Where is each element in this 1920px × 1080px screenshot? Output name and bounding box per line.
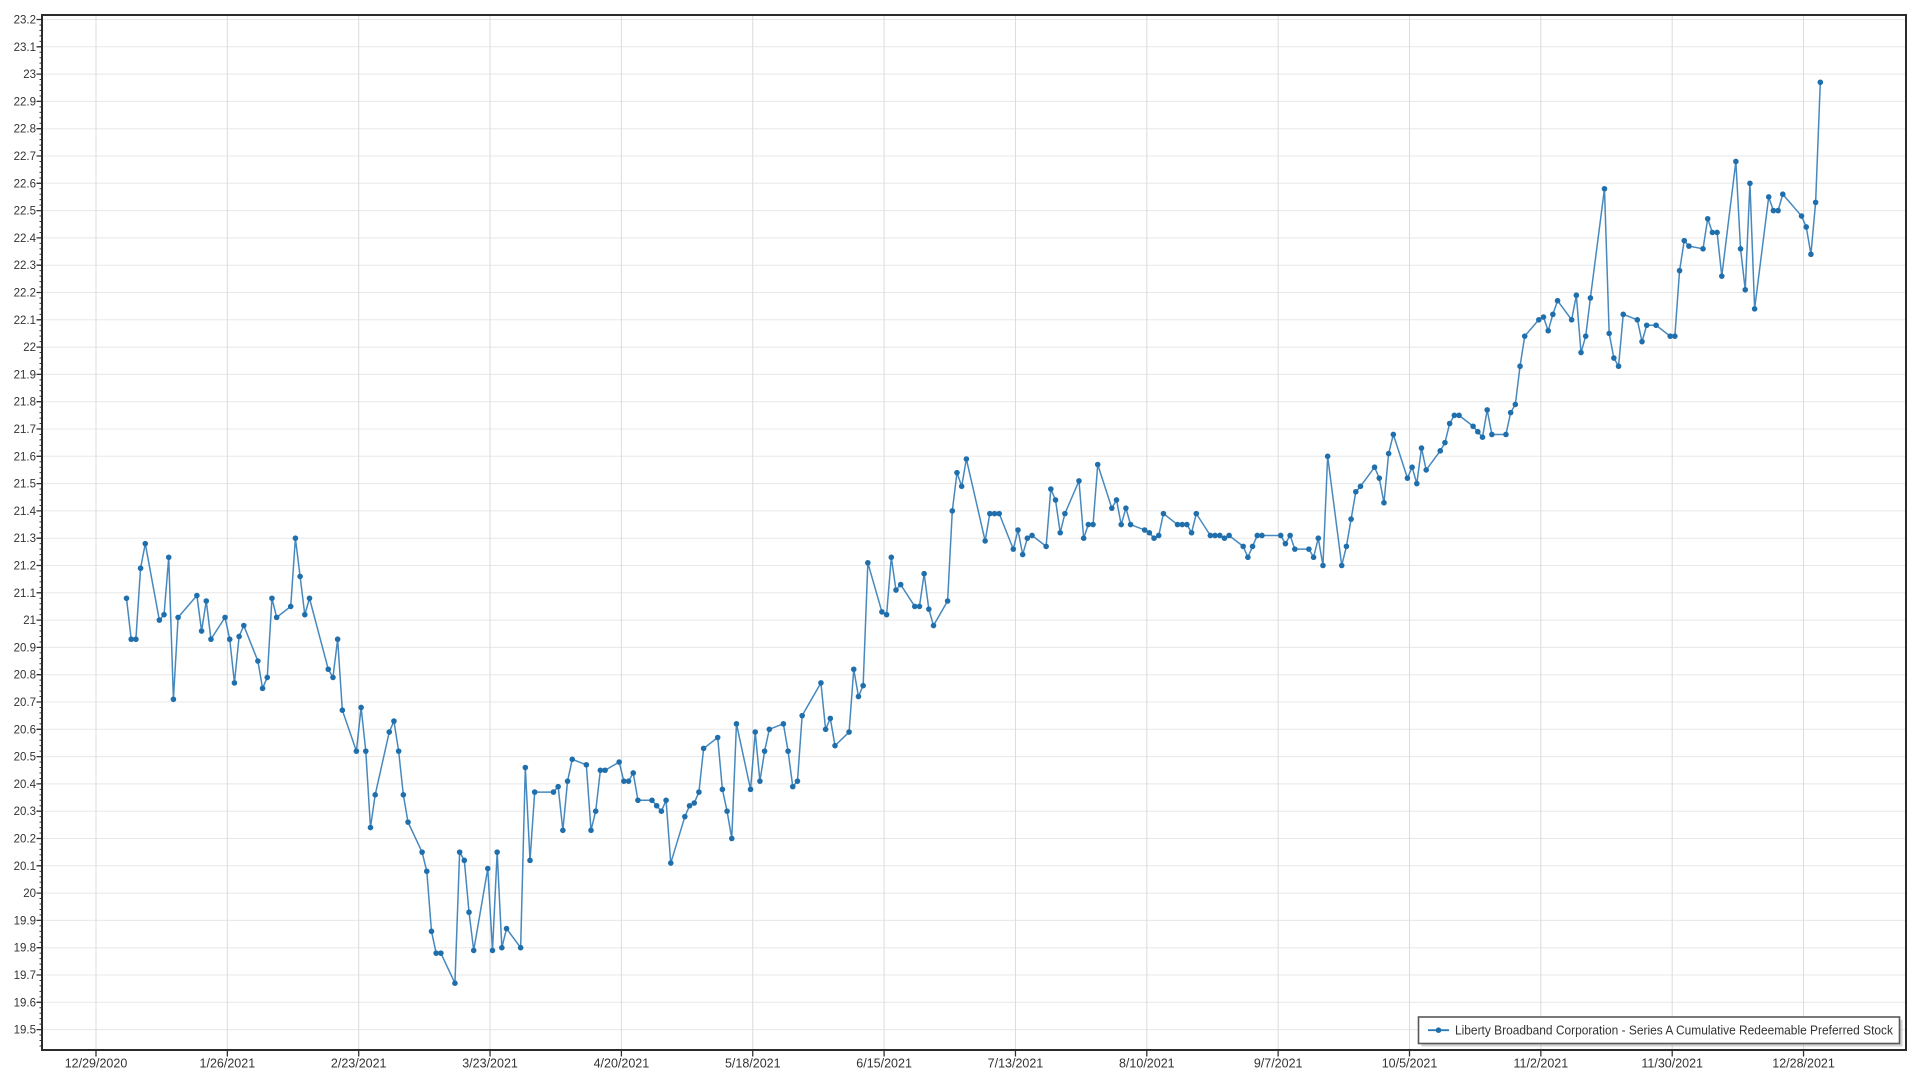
- svg-text:19.6: 19.6: [14, 997, 36, 1009]
- svg-text:19.7: 19.7: [14, 970, 36, 982]
- svg-text:5/18/2021: 5/18/2021: [725, 1057, 781, 1071]
- svg-text:6/15/2021: 6/15/2021: [856, 1057, 912, 1071]
- svg-text:20.8: 20.8: [14, 670, 36, 682]
- svg-text:12/28/2021: 12/28/2021: [1772, 1057, 1835, 1071]
- svg-text:20.1: 20.1: [14, 861, 36, 873]
- svg-text:21.7: 21.7: [14, 424, 36, 436]
- svg-text:22.2: 22.2: [14, 288, 36, 300]
- svg-text:23.1: 23.1: [14, 42, 36, 54]
- svg-text:20.3: 20.3: [14, 806, 36, 818]
- svg-text:2/23/2021: 2/23/2021: [331, 1057, 387, 1071]
- svg-text:19.9: 19.9: [14, 915, 36, 927]
- svg-text:21.8: 21.8: [14, 397, 36, 409]
- svg-text:22.3: 22.3: [14, 260, 36, 272]
- svg-text:22.8: 22.8: [14, 124, 36, 136]
- svg-text:20.7: 20.7: [14, 697, 36, 709]
- svg-text:20.6: 20.6: [14, 724, 36, 736]
- svg-text:7/13/2021: 7/13/2021: [988, 1057, 1044, 1071]
- svg-text:22.5: 22.5: [14, 206, 36, 218]
- svg-text:23: 23: [23, 69, 36, 81]
- svg-text:10/5/2021: 10/5/2021: [1382, 1057, 1438, 1071]
- svg-text:21: 21: [23, 615, 36, 627]
- svg-text:20.4: 20.4: [14, 779, 37, 791]
- svg-text:22: 22: [23, 342, 36, 354]
- svg-text:3/23/2021: 3/23/2021: [462, 1057, 518, 1071]
- svg-text:22.7: 22.7: [14, 151, 36, 163]
- svg-text:20: 20: [23, 888, 36, 900]
- svg-text:19.5: 19.5: [14, 1025, 36, 1037]
- svg-text:21.2: 21.2: [14, 561, 36, 573]
- svg-text:20.9: 20.9: [14, 642, 36, 654]
- svg-text:12/29/2020: 12/29/2020: [65, 1057, 128, 1071]
- svg-text:22.4: 22.4: [14, 233, 37, 245]
- svg-text:23.2: 23.2: [14, 15, 36, 27]
- svg-text:20.2: 20.2: [14, 834, 36, 846]
- svg-text:22.1: 22.1: [14, 315, 36, 327]
- svg-text:21.3: 21.3: [14, 533, 36, 545]
- svg-text:21.4: 21.4: [14, 506, 37, 518]
- svg-text:21.6: 21.6: [14, 451, 36, 463]
- svg-text:8/10/2021: 8/10/2021: [1119, 1057, 1175, 1071]
- svg-text:21.9: 21.9: [14, 369, 36, 381]
- svg-text:1/26/2021: 1/26/2021: [200, 1057, 256, 1071]
- svg-text:22.9: 22.9: [14, 96, 36, 108]
- svg-text:21.5: 21.5: [14, 479, 36, 491]
- svg-text:11/30/2021: 11/30/2021: [1641, 1057, 1703, 1071]
- svg-text:19.8: 19.8: [14, 943, 36, 955]
- svg-text:4/20/2021: 4/20/2021: [594, 1057, 650, 1071]
- svg-text:21.1: 21.1: [14, 588, 36, 600]
- svg-text:9/7/2021: 9/7/2021: [1254, 1057, 1303, 1071]
- svg-text:22.6: 22.6: [14, 178, 36, 190]
- svg-text:20.5: 20.5: [14, 752, 36, 764]
- svg-text:Liberty Broadband Corporation: Liberty Broadband Corporation - Series A…: [1455, 1024, 1894, 1038]
- svg-text:11/2/2021: 11/2/2021: [1514, 1057, 1569, 1071]
